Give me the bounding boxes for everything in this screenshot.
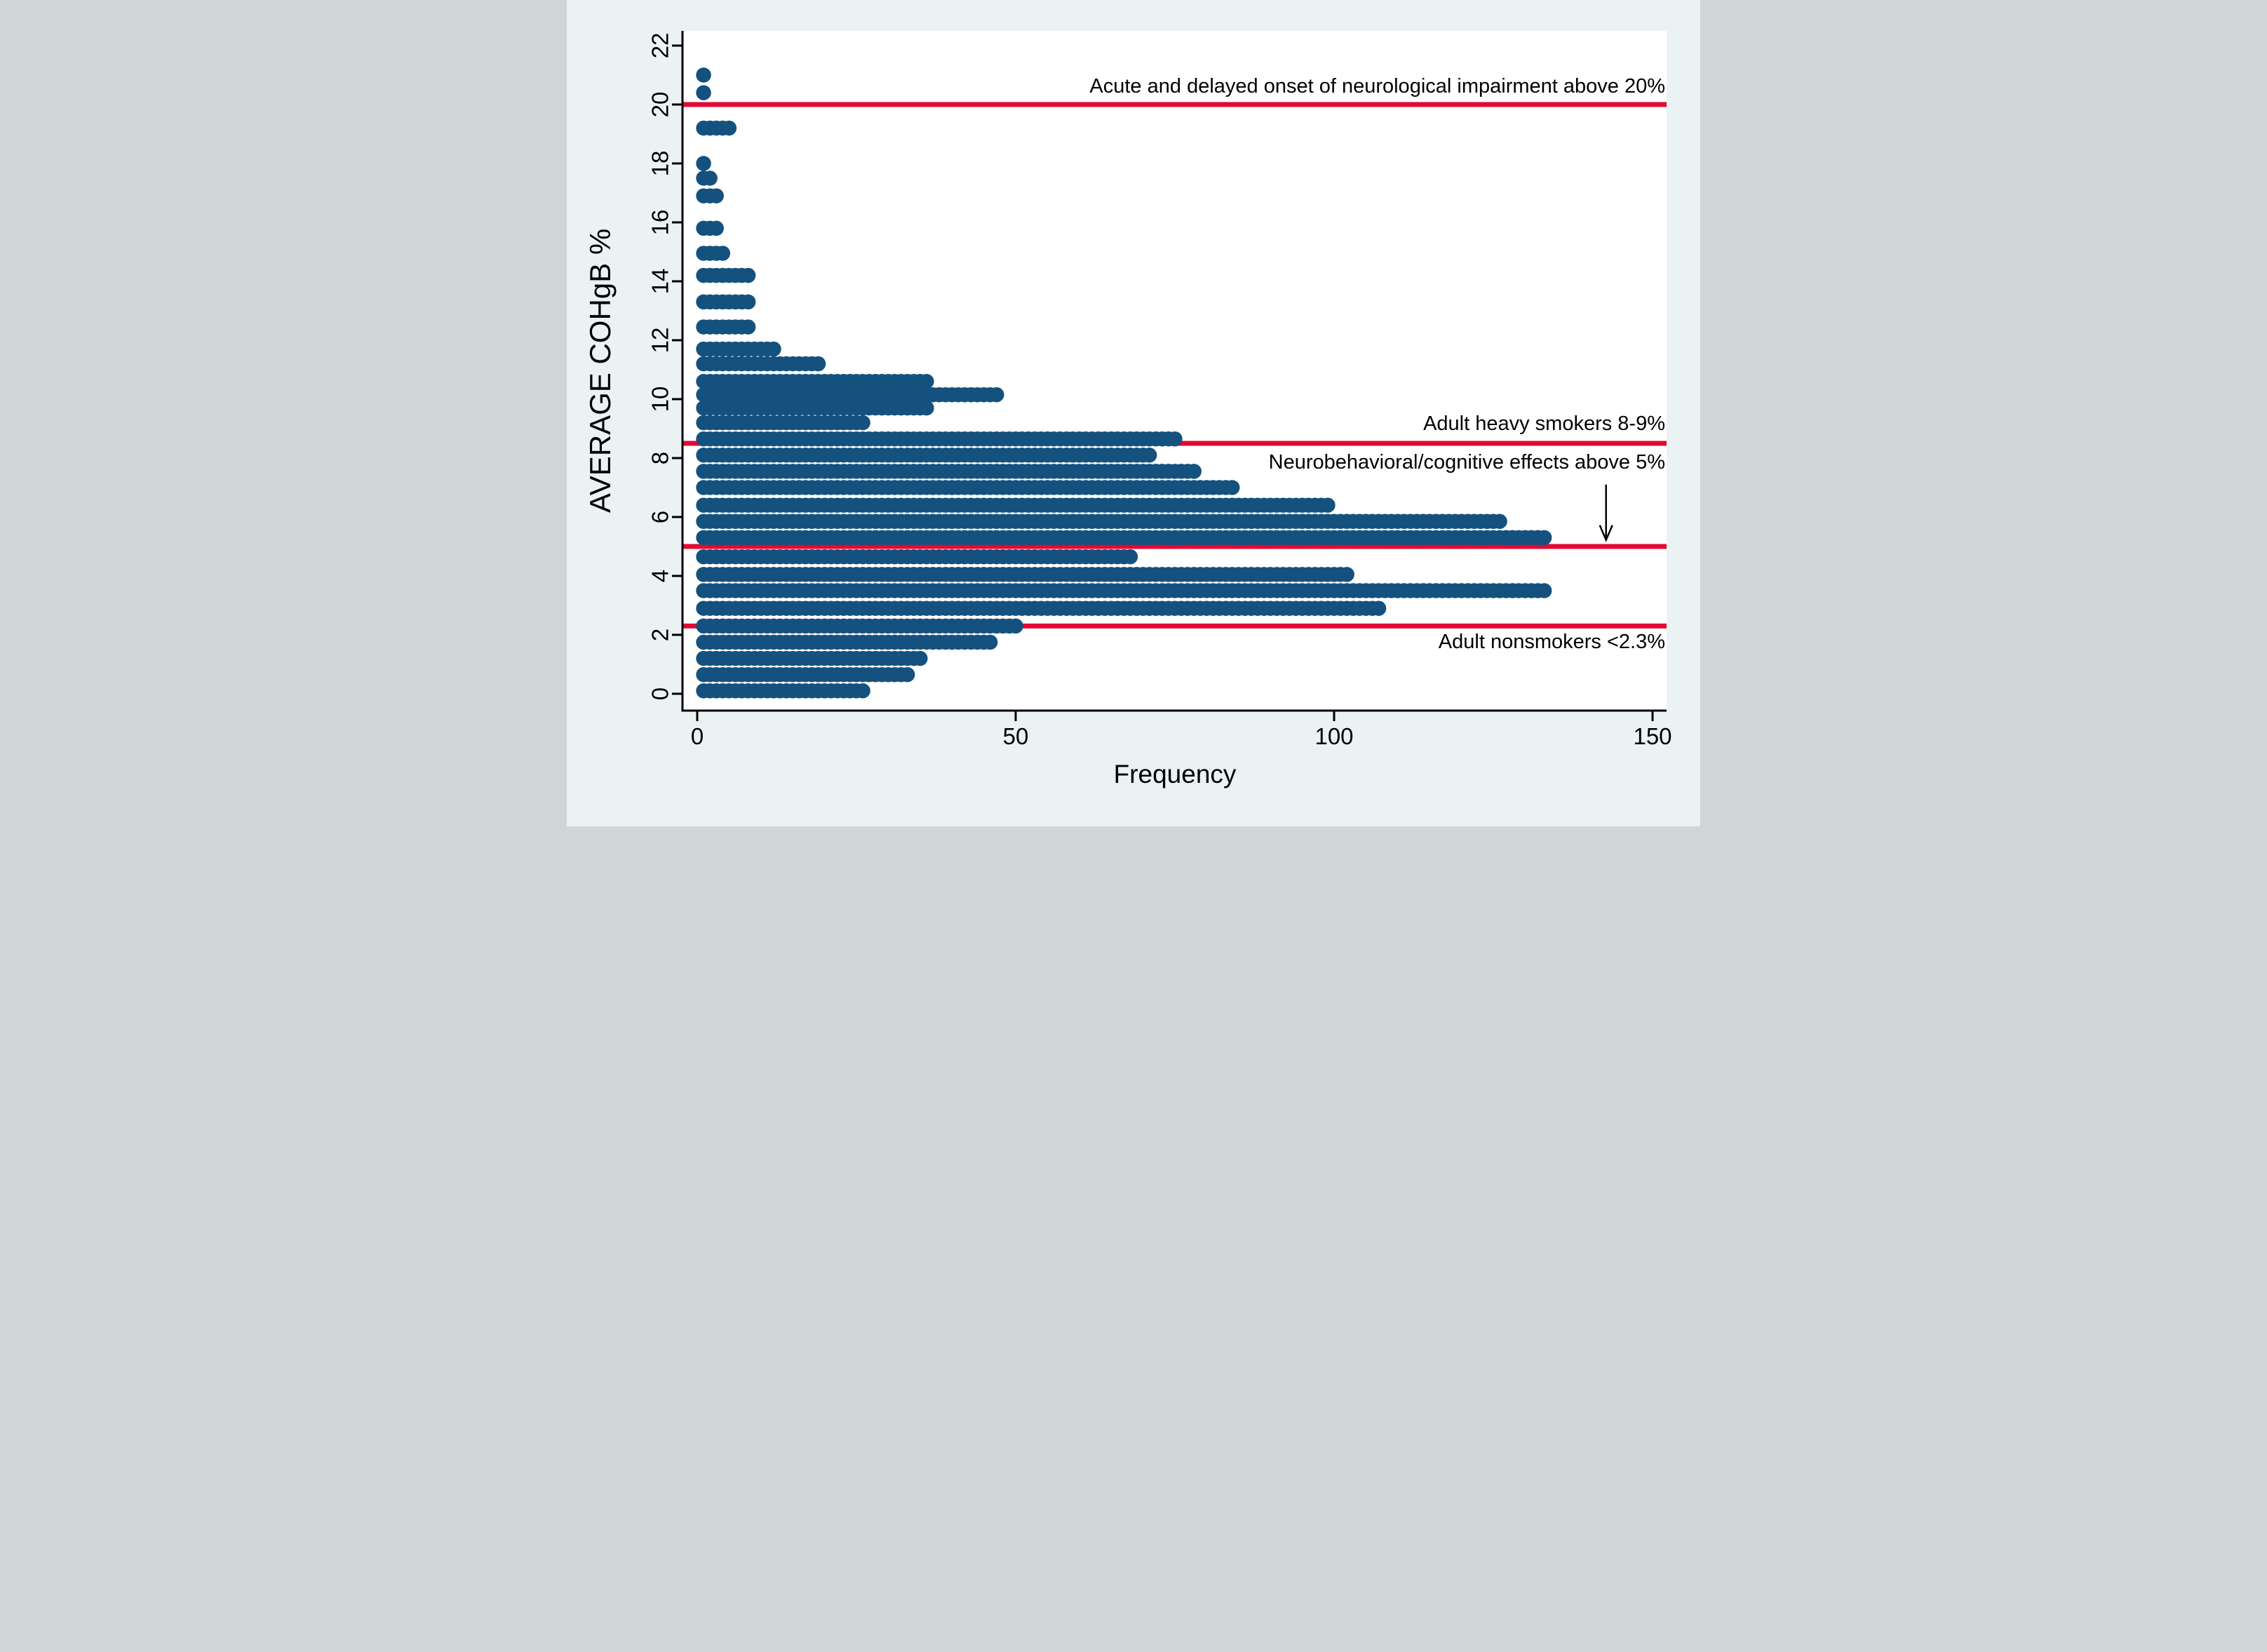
y-tick-label-6: 6 — [647, 511, 673, 523]
dot-row-cohgb-9.2 — [696, 415, 870, 431]
dot-rows-group — [696, 67, 1552, 699]
y-axis-title: AVERAGE COHgB % — [584, 229, 617, 513]
dot-row-cohgb-1.2 — [696, 650, 928, 666]
dot-row-cohgb-10.6 — [696, 374, 934, 389]
dot-row-cohgb-15.8 — [696, 220, 724, 236]
dot-row-cohgb-16.9 — [696, 188, 724, 203]
dot-row-cohgb-4.05 — [696, 567, 1354, 582]
annotation-label-5pct: Neurobehavioral/cognitive effects above … — [1269, 451, 1665, 474]
dot-row-cohgb-5.85 — [696, 513, 1507, 530]
x-tick-label-150: 150 — [1633, 723, 1671, 749]
y-tick-label-14: 14 — [647, 269, 673, 295]
annotation-label-20pct: Acute and delayed onset of neurological … — [1089, 75, 1665, 98]
axes-group — [681, 31, 1667, 712]
annotation-label-2.3pct: Adult nonsmokers <2.3% — [1439, 631, 1665, 653]
tick-labels-group: 0 2 4 6 8 10 12 14 16 18 20 22 0 50 100 150 — [647, 33, 1672, 749]
dot-row-cohgb-20.4 — [696, 85, 711, 100]
tick-marks-group — [672, 44, 1654, 721]
y-tick-label-18: 18 — [647, 151, 673, 177]
figure-canvas: 0 2 4 6 8 10 12 14 16 18 20 22 0 50 100 150 Acute and d… — [567, 0, 1700, 826]
annotation-label-8.5pct: Adult heavy smokers 8-9% — [1423, 412, 1665, 435]
dot-row-cohgb-19.2 — [696, 120, 737, 136]
y-tick-label-22: 22 — [647, 33, 673, 59]
dot-row-cohgb-13.3 — [696, 294, 756, 310]
y-tick-label-4: 4 — [647, 570, 673, 582]
x-tick-label-100: 100 — [1314, 723, 1353, 749]
cohgb-frequency-chart: 0 2 4 6 8 10 12 14 16 18 20 22 0 50 100 150 Acute and d… — [567, 0, 1700, 826]
dot-row-cohgb-0.1 — [696, 683, 870, 699]
y-tick-label-10: 10 — [647, 387, 673, 412]
y-tick-label-0: 0 — [647, 687, 673, 700]
dot-row-cohgb-3.5 — [696, 583, 1552, 598]
dot-row-cohgb-14.2 — [696, 267, 756, 283]
x-axis-title: Frequency — [1114, 760, 1237, 788]
dot-row-cohgb-21 — [696, 67, 711, 83]
y-tick-label-20: 20 — [647, 92, 673, 118]
dot-row-cohgb-7.55 — [696, 464, 1202, 479]
dot-row-cohgb-14.95 — [696, 246, 731, 261]
dot-row-cohgb-12.45 — [696, 319, 756, 335]
dot-row-cohgb-10.15 — [696, 387, 1004, 403]
dot-row-cohgb-2.9 — [696, 600, 1387, 616]
dot-row-cohgb-18 — [696, 156, 711, 171]
dot-row-cohgb-1.75 — [696, 634, 998, 650]
dot-row-cohgb-9.7 — [696, 400, 934, 416]
dot-row-cohgb-0.65 — [696, 666, 915, 683]
y-tick-label-8: 8 — [647, 452, 673, 464]
down-arrow-head-icon — [1599, 525, 1613, 542]
dot-row-cohgb-11.2 — [696, 356, 826, 372]
dot-row-cohgb-11.7 — [696, 341, 781, 357]
y-tick-label-12: 12 — [647, 328, 673, 354]
dot-row-cohgb-2.3 — [696, 618, 1023, 634]
dot-row-cohgb-17.5 — [696, 170, 718, 186]
x-tick-label-0: 0 — [691, 723, 704, 749]
annotations-group: Acute and delayed onset of neurological … — [1089, 75, 1665, 653]
dot-row-cohgb-8.1 — [696, 448, 1157, 463]
dot-row-cohgb-7 — [696, 480, 1240, 495]
dot-row-cohgb-4.65 — [696, 549, 1138, 565]
x-tick-label-50: 50 — [1003, 723, 1029, 749]
y-tick-label-2: 2 — [647, 629, 673, 641]
dot-row-cohgb-6.4 — [696, 497, 1336, 513]
y-tick-label-16: 16 — [647, 210, 673, 236]
dot-row-cohgb-8.65 — [696, 431, 1183, 447]
dot-row-cohgb-5.3 — [696, 530, 1552, 546]
